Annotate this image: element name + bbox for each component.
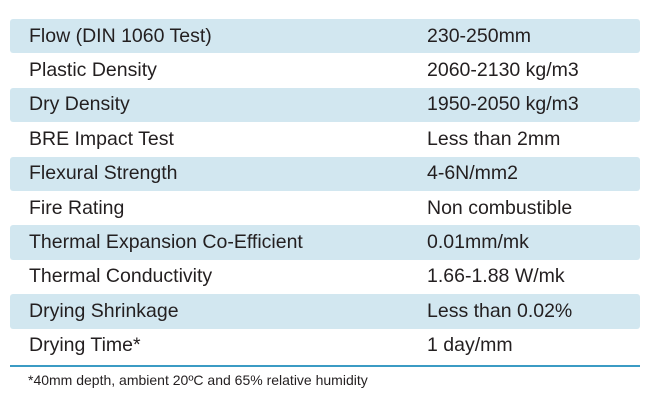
row-label: Drying Shrinkage bbox=[29, 299, 179, 322]
row-label: Thermal Conductivity bbox=[29, 265, 213, 288]
table-row-dry-density: Dry Density 1950-2050 kg/m3 bbox=[10, 87, 640, 123]
table-row-thermal-conductivity: Thermal Conductivity 1.66-1.88 W/mk bbox=[10, 260, 640, 294]
row-label: Flow (DIN 1060 Test) bbox=[29, 24, 212, 47]
table-row-flexural-strength: Flexural Strength 4-6N/mm2 bbox=[10, 156, 640, 191]
table-row-drying-shrinkage: Drying Shrinkage Less than 0.02% bbox=[10, 294, 640, 329]
table-row-plastic-density: Plastic Density 2060-2130 kg/m3 bbox=[10, 53, 640, 87]
table-row-drying-time: Drying Time* 1 day/mm bbox=[10, 329, 640, 363]
row-value: 230-250mm bbox=[427, 24, 532, 47]
footnote: *40mm depth, ambient 20ºC and 65% relati… bbox=[28, 372, 368, 388]
table-row-flow: Flow (DIN 1060 Test) 230-250mm bbox=[10, 19, 640, 54]
row-label: Flexural Strength bbox=[29, 162, 178, 185]
row-label: Fire Rating bbox=[29, 196, 125, 219]
table-row-bre-impact-test: BRE Impact Test Less than 2mm bbox=[10, 122, 640, 156]
row-label: Drying Time* bbox=[29, 334, 141, 357]
row-value: Less than 2mm bbox=[427, 127, 561, 150]
row-label: BRE Impact Test bbox=[29, 127, 174, 150]
row-value: 4-6N/mm2 bbox=[427, 162, 519, 185]
row-value: 0.01mm/mk bbox=[427, 231, 529, 254]
row-value: 2060-2130 kg/m3 bbox=[427, 59, 579, 82]
row-value: 1.66-1.88 W/mk bbox=[427, 265, 565, 288]
row-value: 1 day/mm bbox=[427, 334, 513, 357]
row-value: Less than 0.02% bbox=[427, 299, 573, 322]
table-row-fire-rating: Fire Rating Non combustible bbox=[10, 191, 640, 225]
row-label: Plastic Density bbox=[29, 59, 157, 82]
footnote-divider bbox=[10, 365, 640, 367]
specification-table: Flow (DIN 1060 Test) 230-250mm Plastic D… bbox=[10, 19, 640, 363]
table-row-thermal-expansion: Thermal Expansion Co-Efficient 0.01mm/mk bbox=[10, 225, 640, 260]
row-label: Thermal Expansion Co-Efficient bbox=[29, 231, 303, 254]
row-value: Non combustible bbox=[427, 196, 573, 219]
row-label: Dry Density bbox=[29, 93, 130, 116]
row-value: 1950-2050 kg/m3 bbox=[427, 93, 579, 116]
